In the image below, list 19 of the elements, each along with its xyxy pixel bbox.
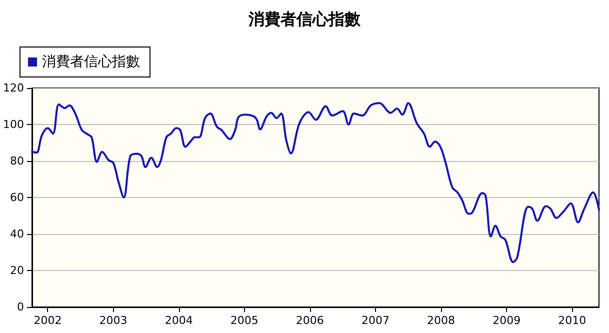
x-tick-label: 2002 — [34, 314, 62, 327]
line-series — [31, 102, 600, 264]
y-tick-label: 120 — [3, 82, 24, 94]
x-tick-label: 2004 — [164, 314, 193, 327]
legend-label: 消費者信心指數 — [42, 54, 140, 70]
x-tick-label: 2010 — [558, 314, 586, 327]
chart-title: 消費者信心指數 — [248, 10, 362, 28]
y-tick-label: 100 — [3, 118, 24, 131]
x-tick-label: 2005 — [230, 314, 258, 327]
y-tick-label: 0 — [17, 300, 24, 314]
x-tick-label: 2009 — [492, 314, 521, 327]
y-tick-label: 20 — [10, 264, 24, 277]
y-tick-label: 40 — [10, 228, 24, 240]
y-tick-label: 60 — [10, 191, 24, 204]
x-tick-label: 2007 — [361, 314, 390, 327]
x-tick-label: 2008 — [427, 314, 456, 327]
y-tick-label: 80 — [10, 154, 24, 168]
x-tick-label: 2003 — [99, 314, 128, 327]
x-tick-label: 2006 — [296, 314, 324, 327]
